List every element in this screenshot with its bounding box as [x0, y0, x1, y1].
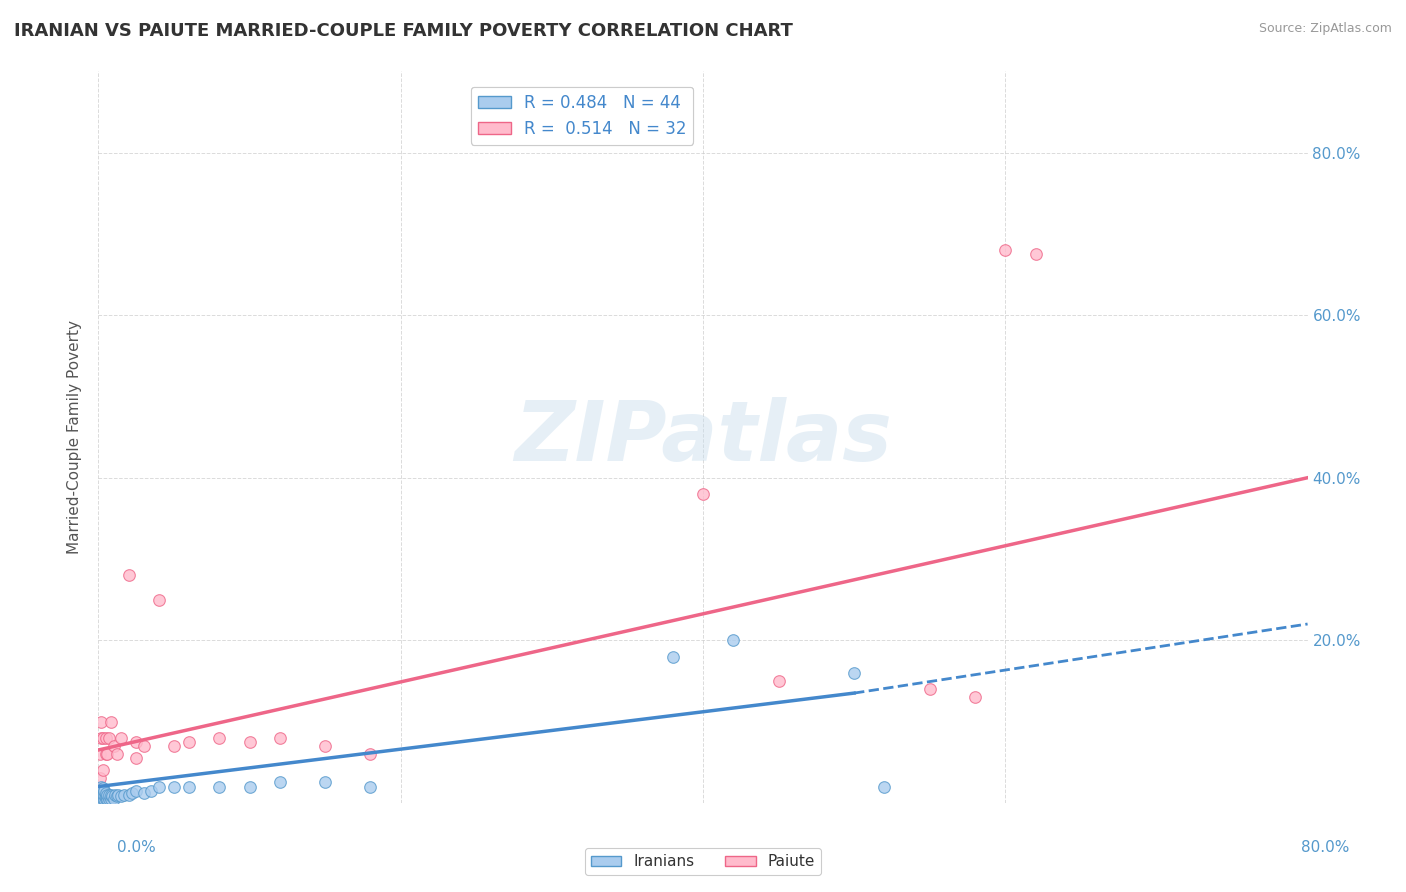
Point — [90, 714, 112, 729]
Point — [125, 783, 148, 797]
Point — [90, 780, 112, 794]
Point — [94, 791, 117, 805]
Point — [90, 791, 112, 805]
Point — [179, 735, 201, 749]
Point — [661, 649, 683, 664]
Point — [1024, 247, 1046, 261]
Point — [723, 633, 745, 648]
Point — [91, 764, 114, 778]
Point — [269, 775, 291, 789]
Point — [105, 747, 128, 761]
Point — [121, 786, 143, 800]
Text: Source: ZipAtlas.com: Source: ZipAtlas.com — [1258, 22, 1392, 36]
Point — [93, 791, 115, 805]
Point — [873, 780, 896, 794]
Point — [105, 789, 128, 804]
Point — [91, 731, 114, 745]
Legend: R = 0.484   N = 44, R =  0.514   N = 32: R = 0.484 N = 44, R = 0.514 N = 32 — [471, 87, 693, 145]
Text: IRANIAN VS PAIUTE MARRIED-COUPLE FAMILY POVERTY CORRELATION CHART: IRANIAN VS PAIUTE MARRIED-COUPLE FAMILY … — [14, 22, 793, 40]
Point — [93, 788, 115, 802]
Point — [89, 789, 111, 804]
Point — [107, 788, 129, 802]
Text: ZIPatlas: ZIPatlas — [515, 397, 891, 477]
Point — [100, 788, 122, 802]
Point — [110, 731, 132, 745]
Point — [104, 788, 127, 802]
Y-axis label: Married-Couple Family Poverty: Married-Couple Family Poverty — [67, 320, 83, 554]
Point — [100, 791, 122, 805]
Point — [141, 783, 163, 797]
Point — [96, 788, 118, 802]
Point — [103, 739, 125, 753]
Point — [269, 731, 291, 745]
Point — [360, 780, 382, 794]
Point — [100, 714, 122, 729]
Point — [89, 772, 111, 786]
Point — [994, 243, 1017, 257]
Point — [94, 789, 117, 804]
Point — [98, 791, 121, 805]
Point — [89, 783, 111, 797]
Point — [98, 731, 121, 745]
Point — [692, 487, 714, 501]
Point — [208, 731, 231, 745]
Text: 80.0%: 80.0% — [1302, 840, 1350, 855]
Point — [110, 789, 132, 804]
Point — [132, 739, 155, 753]
Point — [132, 786, 155, 800]
Point — [163, 739, 186, 753]
Point — [965, 690, 987, 705]
Point — [90, 788, 112, 802]
Point — [90, 731, 112, 745]
Point — [239, 735, 262, 749]
Point — [148, 780, 170, 794]
Point — [94, 731, 117, 745]
Point — [96, 747, 118, 761]
Point — [314, 775, 336, 789]
Point — [179, 780, 201, 794]
Point — [768, 673, 790, 688]
Point — [96, 791, 118, 805]
Point — [94, 786, 117, 800]
Point — [844, 665, 866, 680]
Point — [148, 592, 170, 607]
Point — [118, 788, 141, 802]
Point — [118, 568, 141, 582]
Point — [91, 791, 114, 805]
Point — [89, 747, 111, 761]
Point — [208, 780, 231, 794]
Legend: Iranians, Paiute: Iranians, Paiute — [585, 848, 821, 875]
Point — [112, 788, 135, 802]
Point — [101, 789, 124, 804]
Point — [314, 739, 336, 753]
Point — [360, 747, 382, 761]
Text: 0.0%: 0.0% — [117, 840, 156, 855]
Point — [918, 681, 941, 696]
Point — [239, 780, 262, 794]
Point — [163, 780, 186, 794]
Point — [103, 791, 125, 805]
Point — [91, 781, 114, 796]
Point — [125, 735, 148, 749]
Point — [98, 788, 121, 802]
Point — [93, 783, 115, 797]
Point — [125, 751, 148, 765]
Point — [94, 747, 117, 761]
Point — [91, 788, 114, 802]
